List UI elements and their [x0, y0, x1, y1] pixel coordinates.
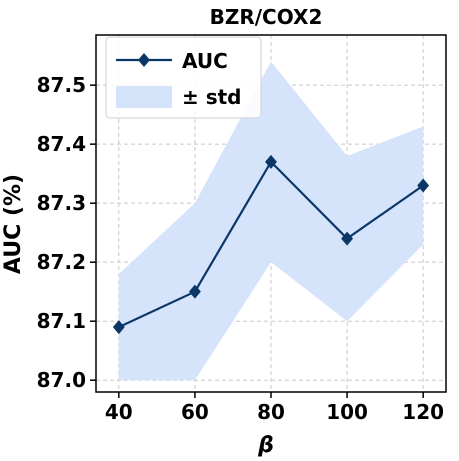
x-tick-label: 60 — [181, 400, 209, 424]
y-axis-label: AUC (%) — [1, 174, 26, 274]
legend-label-std: ± std — [182, 85, 242, 109]
y-tick-label: 87.3 — [37, 191, 86, 215]
legend-label-auc: AUC — [182, 49, 228, 73]
legend-diamond-marker — [138, 53, 150, 67]
auc-point-marker — [341, 231, 354, 246]
legend-band-swatch — [116, 86, 172, 108]
y-tick-label: 87.0 — [37, 368, 86, 392]
x-ticks: 40 60 80 100 120 — [105, 392, 444, 424]
chart-title: BZR/COX2 — [210, 5, 323, 29]
y-ticks: 87.0 87.1 87.2 87.3 87.4 87.5 — [37, 73, 96, 392]
y-tick-label: 87.2 — [37, 250, 86, 274]
std-band — [118, 61, 424, 381]
x-tick-label: 120 — [402, 400, 444, 424]
auc-point-marker — [417, 178, 430, 193]
x-axis-label: β — [257, 433, 274, 458]
auc-point-marker — [112, 320, 125, 335]
auc-point-marker — [188, 284, 201, 299]
legend: AUC ± std — [105, 36, 262, 119]
x-tick-label: 40 — [105, 400, 133, 424]
y-tick-label: 87.1 — [37, 309, 86, 333]
auc-markers — [112, 154, 430, 335]
y-tick-label: 87.4 — [37, 132, 86, 156]
y-tick-label: 87.5 — [37, 73, 86, 97]
auc-point-marker — [265, 154, 277, 169]
x-tick-label: 80 — [257, 400, 285, 424]
x-tick-label: 100 — [326, 400, 368, 424]
